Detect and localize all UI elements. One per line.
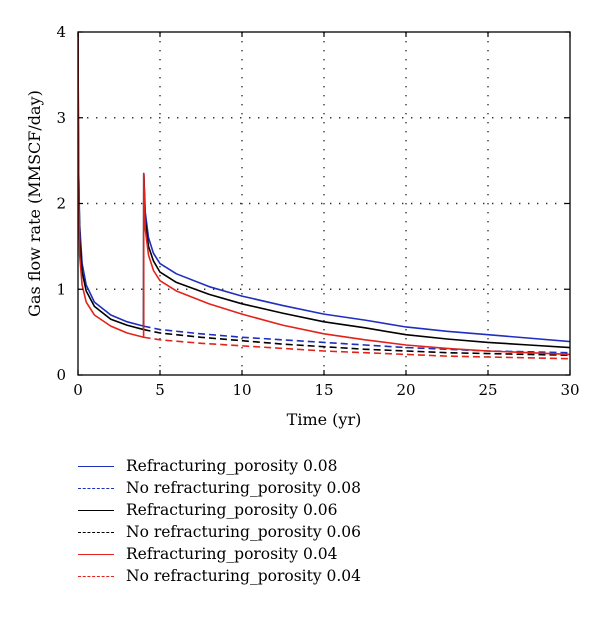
legend-label: Refracturing_porosity 0.08: [126, 457, 338, 475]
legend-swatch: [78, 465, 114, 467]
x-tick-label: 0: [73, 381, 83, 399]
legend-label: Refracturing_porosity 0.06: [126, 501, 338, 519]
y-axis-label: Gas flow rate (MMSCF/day): [25, 90, 44, 317]
legend-label: No refracturing_porosity 0.08: [126, 479, 362, 497]
legend-item: No refracturing_porosity 0.04: [78, 565, 478, 587]
y-tick-label: 2: [56, 195, 66, 213]
x-tick-label: 15: [314, 381, 333, 399]
legend-item: No refracturing_porosity 0.08: [78, 477, 478, 499]
y-tick-label: 4: [56, 23, 66, 41]
line-chart: 0 5 10 15 20 25 30 0 1 2 3 4 Time (yr) Gas flow rate …: [25, 23, 580, 429]
legend-item: Refracturing_porosity 0.04: [78, 543, 478, 565]
x-axis-label: Time (yr): [287, 410, 362, 429]
legend-label: No refracturing_porosity 0.06: [126, 523, 362, 541]
x-tick-label: 20: [396, 381, 415, 399]
series-line-4: [143, 328, 570, 357]
legend-label: Refracturing_porosity 0.04: [126, 545, 338, 563]
legend-swatch: [78, 509, 114, 511]
legend-swatch: [78, 531, 114, 533]
series-group: [78, 32, 570, 360]
y-tick-label: 0: [56, 366, 66, 384]
series-line-3: [78, 32, 570, 349]
x-tick-label: 10: [232, 381, 251, 399]
legend-item: No refracturing_porosity 0.06: [78, 521, 478, 543]
series-line-5: [78, 32, 570, 356]
legend-item: Refracturing_porosity 0.06: [78, 499, 478, 521]
x-tick-label: 30: [560, 381, 579, 399]
x-tick-label: 25: [478, 381, 497, 399]
y-tick-label: 3: [56, 109, 66, 127]
x-tick-label: 5: [155, 381, 165, 399]
legend-item: Refracturing_porosity 0.08: [78, 455, 478, 477]
legend-label: No refracturing_porosity 0.04: [126, 567, 362, 585]
series-line-1: [78, 32, 570, 343]
legend-swatch: [78, 487, 114, 489]
grid: [78, 32, 570, 375]
y-tick-label: 1: [56, 280, 66, 298]
legend-swatch: [78, 553, 114, 555]
series-line-6: [143, 336, 570, 360]
legend: Refracturing_porosity 0.08 No refracturin…: [78, 455, 478, 587]
legend-swatch: [78, 575, 114, 577]
